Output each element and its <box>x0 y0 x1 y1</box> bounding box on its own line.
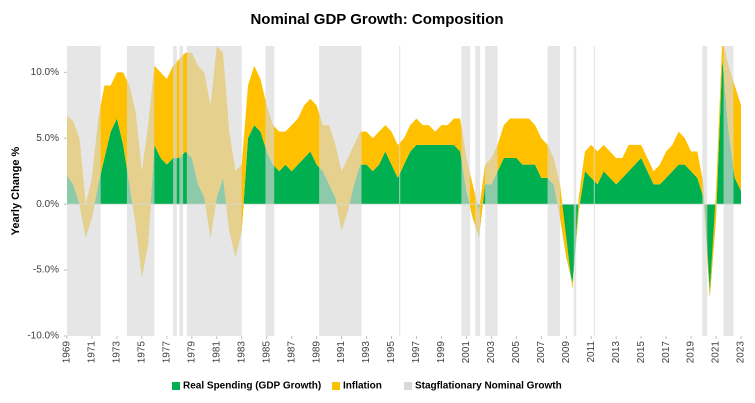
legend-label: Inflation <box>343 381 382 392</box>
x-tick-label: 2011 <box>586 341 597 363</box>
plot-area <box>67 46 741 336</box>
shade-period <box>67 46 101 336</box>
x-tick-label: 1999 <box>436 341 447 364</box>
x-tick-label: 1979 <box>186 341 197 364</box>
shade-period <box>573 46 577 336</box>
x-tick-label: 2007 <box>536 341 547 364</box>
shade-period <box>475 46 481 336</box>
x-tick-label: 1977 <box>161 341 172 364</box>
shade-period <box>547 46 561 336</box>
shade-period <box>485 46 498 336</box>
x-tick-label: 1985 <box>261 341 272 364</box>
chart-title: Nominal GDP Growth: Composition <box>250 11 503 28</box>
x-tick-label: 1969 <box>62 341 73 364</box>
shade-period <box>186 46 242 336</box>
shade-period <box>461 46 471 336</box>
y-tick-label: -10.0% <box>27 331 59 342</box>
x-tick-label: 1989 <box>311 341 322 364</box>
x-tick-label: 2021 <box>711 341 722 364</box>
x-tick-label: 1997 <box>411 341 422 364</box>
x-tick-label: 2003 <box>486 341 497 364</box>
x-tick-label: 1991 <box>336 341 347 364</box>
legend-swatch <box>332 382 340 390</box>
shade-period <box>702 46 708 336</box>
shade-period <box>319 46 362 336</box>
legend-label: Real Spending (GDP Growth) <box>183 381 321 392</box>
x-tick-label: 1971 <box>87 341 98 364</box>
y-tick-label: -5.0% <box>33 265 59 276</box>
x-tick-label: 1973 <box>112 341 123 364</box>
shade-period <box>399 46 401 336</box>
x-tick-label: 1995 <box>386 341 397 364</box>
shade-period <box>126 46 155 336</box>
shade-period <box>179 46 184 336</box>
y-tick-label: 0.0% <box>36 199 59 210</box>
legend-swatch <box>404 382 412 390</box>
x-tick-label: 2005 <box>511 341 522 364</box>
x-tick-label: 2017 <box>661 341 672 364</box>
x-tick-label: 1983 <box>236 341 247 364</box>
legend-label: Stagflationary Nominal Growth <box>415 381 562 392</box>
legend-swatch <box>172 382 180 390</box>
shade-period <box>173 46 177 336</box>
x-tick-label: 2023 <box>736 341 747 364</box>
x-tick-label: 2009 <box>561 341 572 364</box>
x-tick-label: 2015 <box>636 341 647 364</box>
x-tick-label: 2019 <box>686 341 697 364</box>
x-tick-label: 1975 <box>137 341 148 364</box>
y-tick-label: 10.0% <box>31 67 59 78</box>
x-tick-label: 1993 <box>361 341 372 364</box>
x-tick-label: 1987 <box>286 341 297 364</box>
y-axis-label: Yearly Change % <box>10 146 22 235</box>
shade-period <box>265 46 275 336</box>
x-tick-label: 2013 <box>611 341 622 364</box>
x-tick-label: 1981 <box>211 341 222 364</box>
shade-period <box>593 46 595 336</box>
y-tick-label: 5.0% <box>36 133 59 144</box>
x-tick-label: 2001 <box>461 341 472 364</box>
shade-period <box>723 46 734 336</box>
